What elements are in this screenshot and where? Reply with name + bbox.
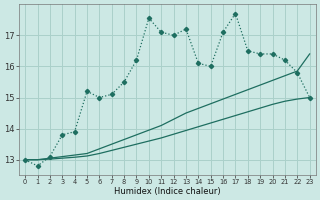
X-axis label: Humidex (Indice chaleur): Humidex (Indice chaleur) [114,187,221,196]
